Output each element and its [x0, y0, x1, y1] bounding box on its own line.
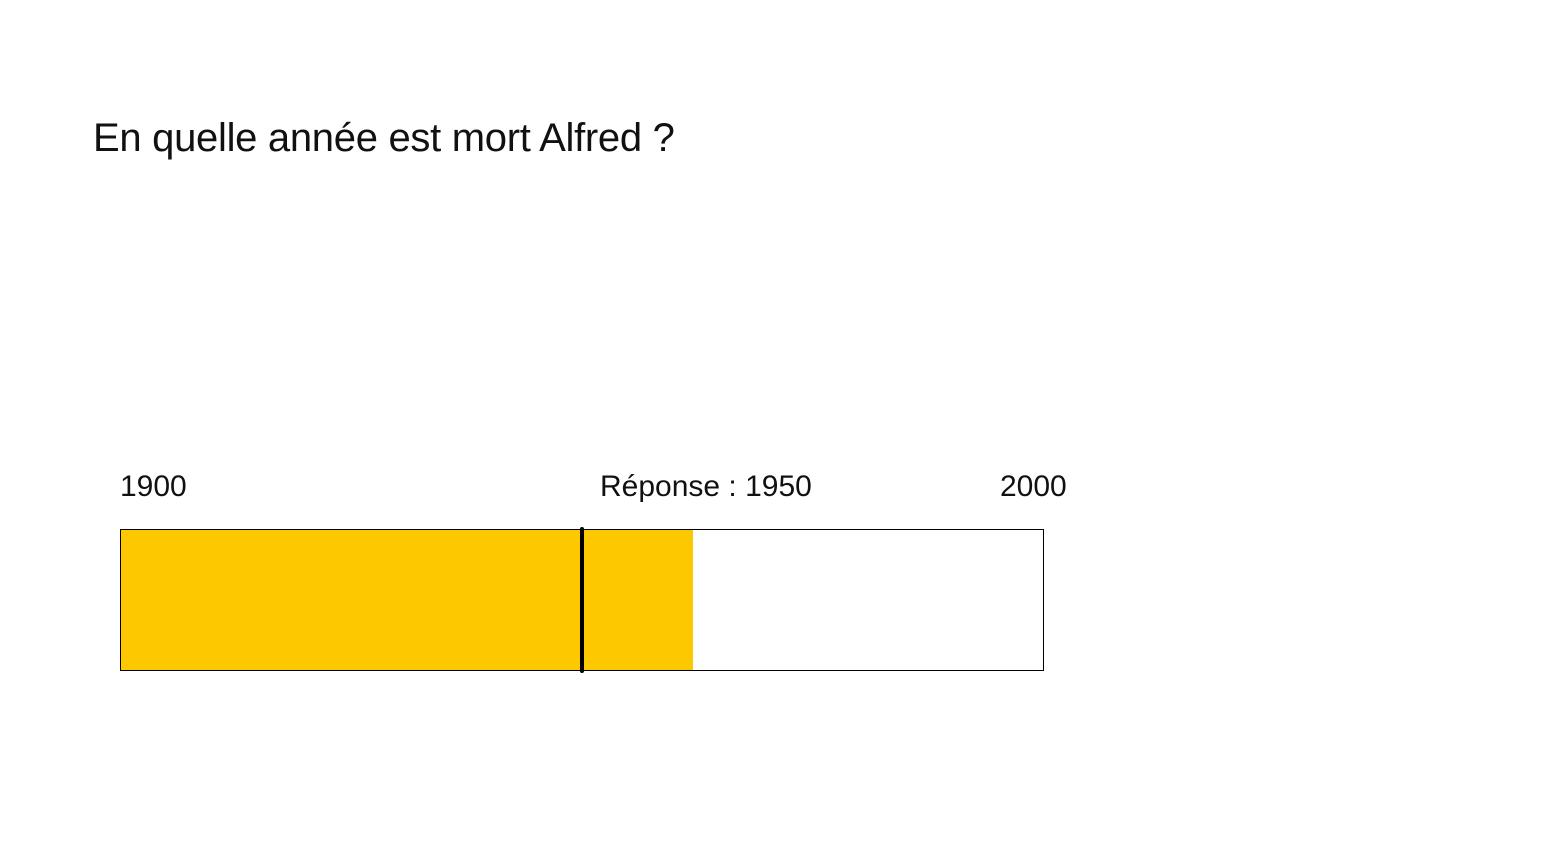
answer-label: Réponse : 1950	[600, 470, 812, 503]
year-slider[interactable]	[120, 527, 1044, 673]
scale-max-label: 2000	[1000, 470, 1067, 503]
question-text: En quelle année est mort Alfred ?	[93, 116, 675, 160]
answer-marker	[580, 527, 584, 673]
scale-min-label: 1900	[120, 470, 187, 503]
slider-fill[interactable]	[121, 530, 693, 670]
